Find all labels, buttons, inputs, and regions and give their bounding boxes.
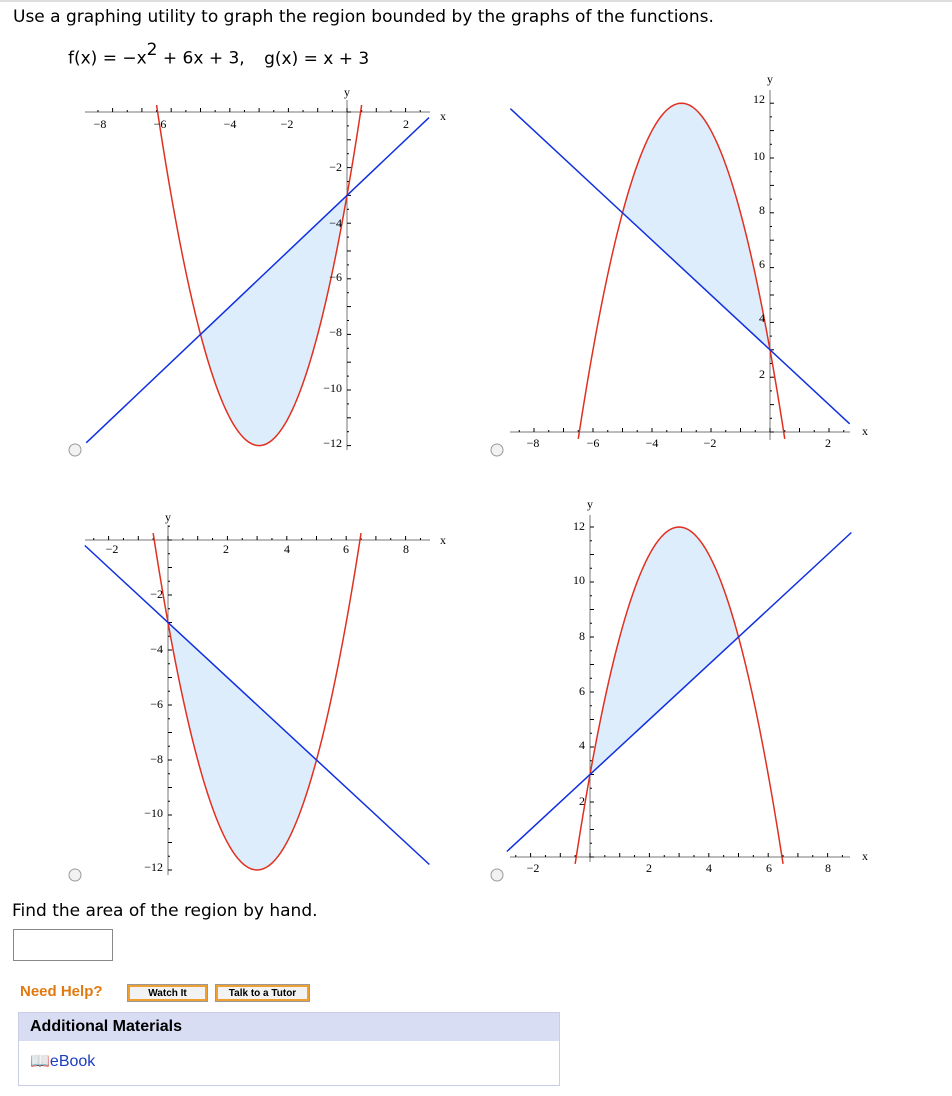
x-tick-label: −2 bbox=[106, 542, 119, 556]
y-tick-label: −4 bbox=[150, 642, 163, 656]
radio-button[interactable] bbox=[490, 443, 504, 457]
y-tick-label: 6 bbox=[759, 257, 765, 271]
answer-input[interactable] bbox=[13, 929, 113, 961]
region bbox=[200, 195, 347, 446]
x-tick-label: 2 bbox=[403, 117, 409, 131]
x-tick-label: 8 bbox=[403, 542, 409, 556]
materials-panel: Additional Materials 📖eBook bbox=[18, 1012, 560, 1086]
x-tick-label: −6 bbox=[587, 436, 600, 450]
y-tick-label: 6 bbox=[579, 684, 585, 698]
y-tick-label: 2 bbox=[759, 367, 765, 381]
radio-button[interactable] bbox=[68, 443, 82, 457]
parabola bbox=[155, 104, 363, 447]
x-tick-label: 4 bbox=[284, 542, 290, 556]
y-axis-label: y bbox=[344, 85, 350, 99]
y-tick-label: −8 bbox=[150, 752, 163, 766]
f-exponent: 2 bbox=[146, 40, 158, 60]
prompt: Find the area of the region by hand. bbox=[12, 901, 318, 921]
y-tick-label: 8 bbox=[759, 203, 765, 217]
x-tick-label: −2 bbox=[281, 117, 294, 131]
y-tick-label: 8 bbox=[579, 629, 585, 643]
radio-button[interactable] bbox=[68, 868, 82, 882]
ebook-link[interactable]: 📖eBook bbox=[30, 1053, 96, 1070]
parabola bbox=[152, 533, 362, 871]
region bbox=[622, 103, 770, 350]
y-tick-label: −10 bbox=[323, 381, 342, 395]
y-axis-label: y bbox=[165, 510, 171, 524]
region bbox=[168, 622, 317, 870]
y-tick-label: −2 bbox=[329, 160, 342, 174]
parabola bbox=[577, 102, 786, 439]
x-tick-label: −8 bbox=[527, 436, 540, 450]
y-tick-label: −6 bbox=[150, 697, 163, 711]
f-def: f(x) = −x bbox=[68, 48, 147, 69]
question: Use a graphing utility to graph the regi… bbox=[13, 7, 714, 27]
y-tick-label: 4 bbox=[579, 738, 585, 752]
f-def-rest: + 6x + 3, bbox=[157, 48, 245, 69]
x-tick-label: −4 bbox=[224, 117, 237, 131]
graphs: x y −8 −6 −4 −2 2 −2 −4 −6 −8 −10 −12 x y −8 −6 −4 −2 2 12 10… bbox=[68, 72, 868, 882]
tutor-button[interactable]: Talk to a Tutor bbox=[215, 984, 310, 1002]
x-tick-label: −2 bbox=[527, 861, 540, 875]
x-tick-label: 6 bbox=[766, 861, 772, 875]
y-axis-label: y bbox=[767, 72, 773, 86]
x-tick-label: 2 bbox=[825, 436, 831, 450]
x-tick-label: −4 bbox=[646, 436, 659, 450]
need-help: Need Help? bbox=[20, 983, 103, 1000]
ebook-text[interactable]: eBook bbox=[49, 1053, 96, 1070]
x-tick-label: 4 bbox=[706, 861, 712, 875]
top-rule bbox=[0, 0, 952, 2]
x-axis-label: x bbox=[440, 109, 446, 123]
y-tick-label: −4 bbox=[329, 216, 342, 230]
y-tick-label: 10 bbox=[753, 149, 765, 163]
watch-it-button[interactable]: Watch It bbox=[127, 984, 208, 1002]
y-tick-label: −12 bbox=[323, 436, 342, 450]
g-def: g(x) = x + 3 bbox=[264, 48, 370, 69]
y-tick-label: 12 bbox=[573, 519, 585, 533]
x-axis-label: x bbox=[862, 424, 868, 438]
y-tick-label: 12 bbox=[753, 92, 765, 106]
x-tick-label: −8 bbox=[94, 117, 107, 131]
line-graph bbox=[509, 108, 851, 425]
x-tick-label: −2 bbox=[704, 436, 717, 450]
y-tick-label: −8 bbox=[329, 325, 342, 339]
x-tick-label: 6 bbox=[343, 542, 349, 556]
x-axis-label: x bbox=[862, 849, 868, 863]
x-tick-label: 2 bbox=[646, 861, 652, 875]
line-graph bbox=[85, 117, 430, 444]
region bbox=[590, 527, 739, 775]
x-axis-label: x bbox=[440, 533, 446, 547]
materials-title: Additional Materials bbox=[19, 1013, 559, 1041]
y-tick-label: 4 bbox=[759, 311, 765, 325]
x-tick-label: 2 bbox=[223, 542, 229, 556]
y-tick-label: 2 bbox=[579, 794, 585, 808]
y-tick-label: −6 bbox=[329, 270, 342, 284]
y-tick-label: −10 bbox=[144, 806, 163, 820]
radio-button[interactable] bbox=[490, 868, 504, 882]
functions: f(x) = −x2 + 6x + 3, g(x) = x + 3 bbox=[68, 40, 370, 69]
x-tick-label: −6 bbox=[154, 117, 167, 131]
y-tick-label: 10 bbox=[573, 573, 585, 587]
line-graph bbox=[506, 531, 852, 853]
y-tick-label: −2 bbox=[150, 587, 163, 601]
x-tick-label: 8 bbox=[825, 861, 831, 875]
parabola bbox=[574, 526, 784, 864]
y-tick-label: −12 bbox=[144, 860, 163, 874]
line-graph bbox=[84, 544, 430, 866]
y-axis-label: y bbox=[587, 497, 593, 511]
